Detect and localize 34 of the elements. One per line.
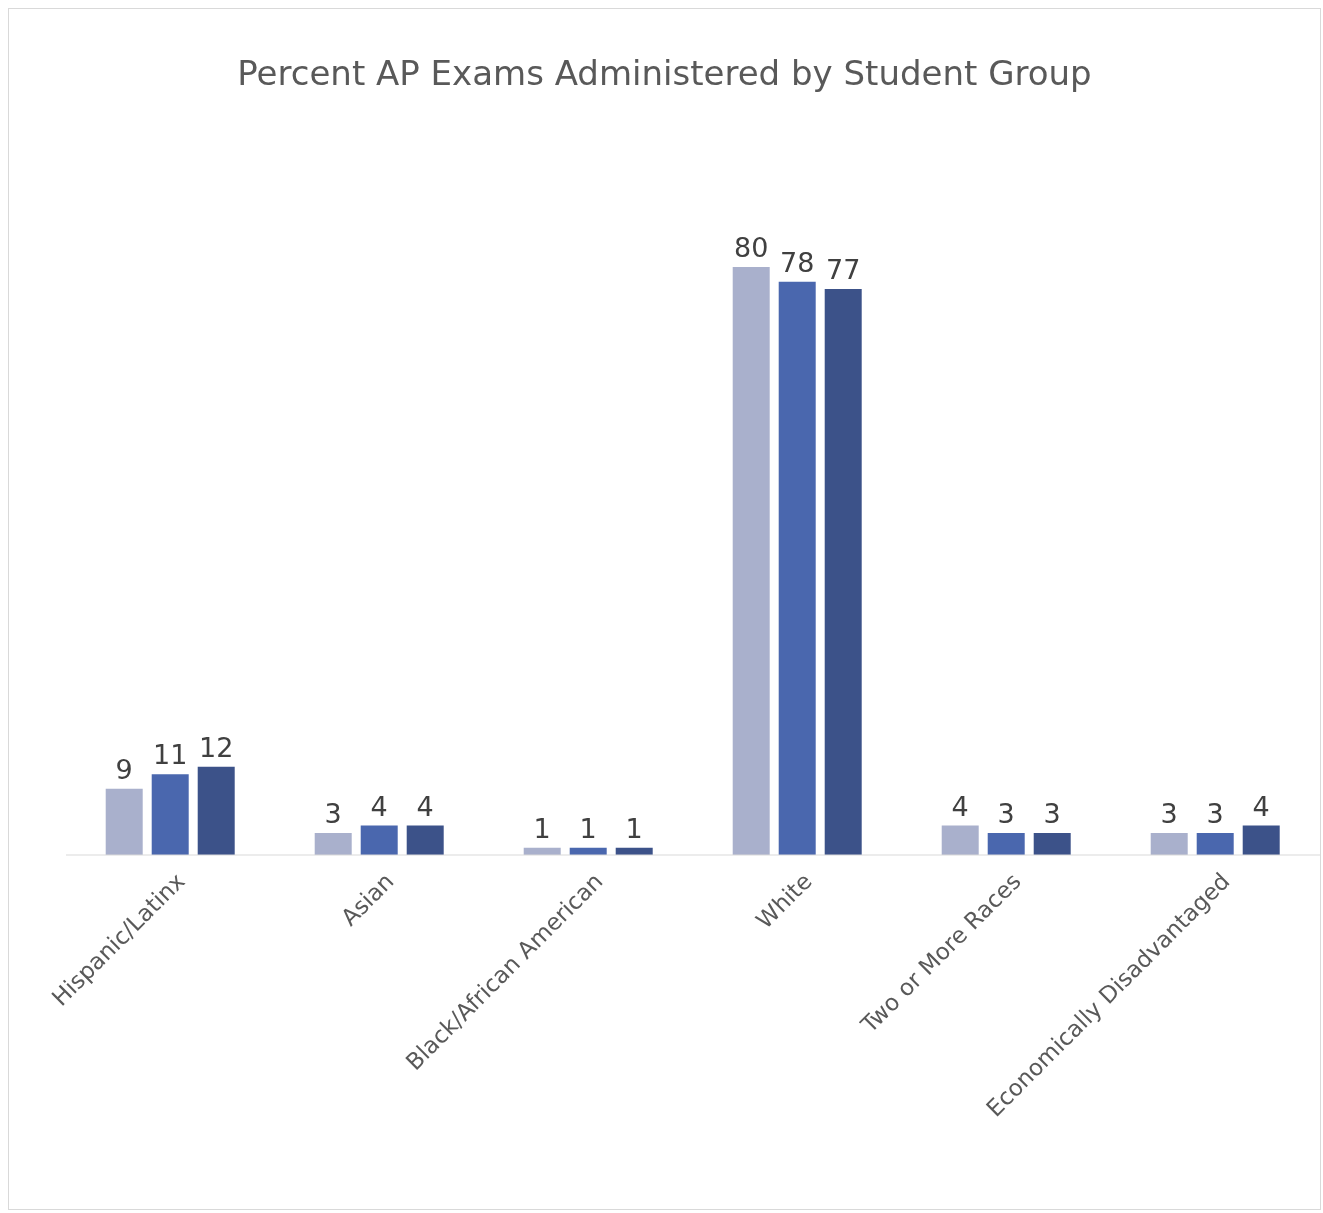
data-label: 1: [579, 812, 597, 844]
bar: [1150, 832, 1188, 855]
bar: [314, 832, 352, 855]
data-label: 9: [115, 753, 133, 785]
data-label: 11: [153, 739, 188, 771]
bar: [406, 825, 444, 855]
data-label: 3: [1206, 797, 1224, 829]
bar: [987, 832, 1025, 855]
data-label: 77: [826, 254, 861, 286]
data-label: 1: [533, 812, 551, 844]
data-label: 3: [1043, 797, 1061, 829]
data-label: 3: [1160, 797, 1178, 829]
data-label: 4: [370, 790, 388, 822]
bar: [1196, 832, 1234, 855]
bar: [105, 788, 143, 855]
data-label: 80: [734, 232, 769, 263]
data-label: 4: [416, 790, 434, 822]
bar: [732, 267, 770, 855]
data-label: 78: [780, 246, 815, 278]
bar: [197, 766, 235, 855]
data-label: 3: [997, 797, 1015, 829]
data-label: 4: [1252, 790, 1270, 822]
data-label: 1: [625, 812, 643, 844]
bar: [151, 774, 189, 855]
bar: [1242, 825, 1280, 855]
bar: [941, 825, 979, 855]
chart-title: Percent AP Exams Administered by Student Group: [236, 53, 1093, 93]
bar: [778, 281, 816, 855]
data-label: 4: [951, 790, 969, 822]
bar: [824, 289, 862, 855]
data-label: 12: [199, 731, 234, 763]
bar: [1033, 832, 1071, 855]
bar: [360, 825, 398, 855]
data-label: 3: [324, 797, 342, 829]
